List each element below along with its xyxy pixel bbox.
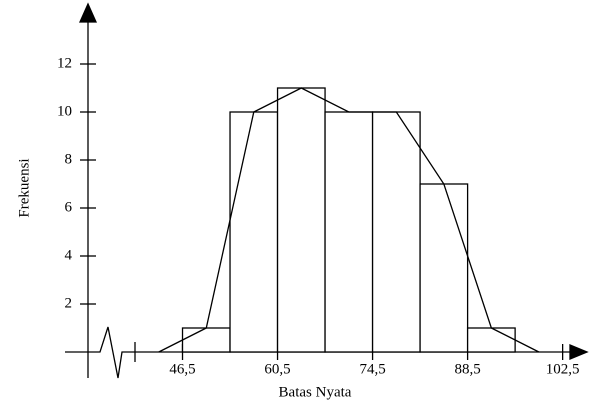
y-axis-arrow [78, 2, 98, 23]
frequency-polygon [158, 87, 540, 353]
y-tick-label: 10 [57, 103, 72, 119]
y-tick-label: 6 [65, 199, 73, 215]
x-tick-label: 60,5 [264, 361, 290, 377]
bar [419, 183, 469, 353]
y-axis-label: Frekuensi [16, 158, 32, 217]
x-axis-label: Batas Nyata [279, 384, 352, 400]
bar [324, 111, 374, 353]
x-axis-arrow [569, 344, 589, 360]
bar [229, 111, 279, 353]
y-tick-label: 2 [65, 295, 73, 311]
bar [466, 327, 516, 353]
bar [181, 327, 231, 353]
y-tick-label: 12 [57, 55, 72, 71]
x-tick-label: 102,5 [546, 361, 580, 377]
bar [371, 111, 421, 353]
x-tick-label: 74,5 [359, 361, 385, 377]
x-tick-label: 46,5 [169, 361, 195, 377]
bar [276, 87, 326, 353]
y-tick-label: 8 [65, 151, 73, 167]
y-tick-label: 4 [65, 247, 73, 263]
x-tick-label: 88,5 [454, 361, 480, 377]
